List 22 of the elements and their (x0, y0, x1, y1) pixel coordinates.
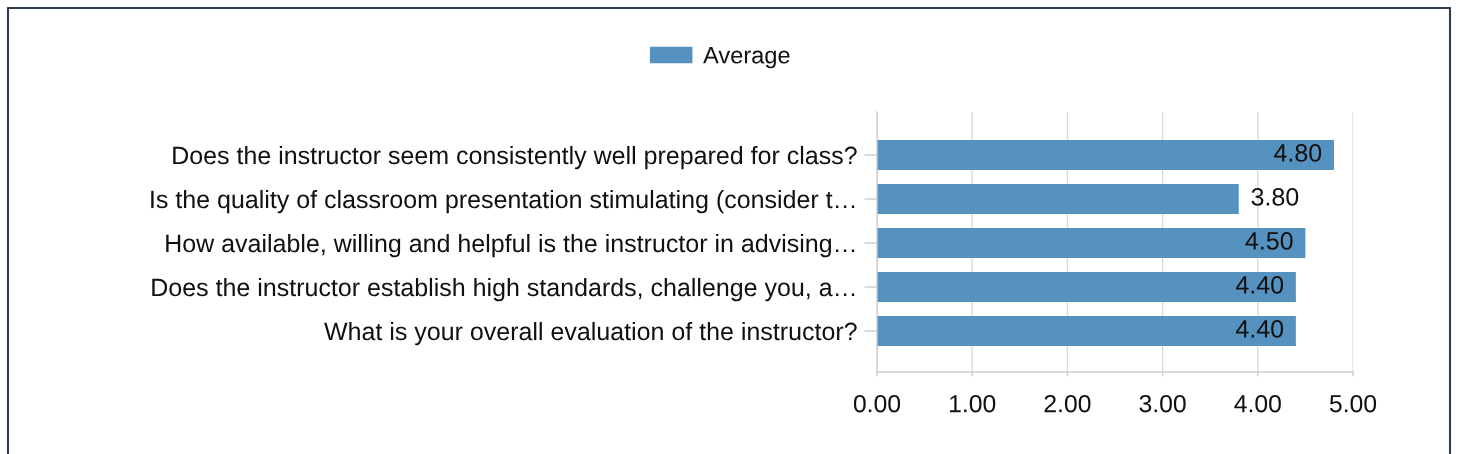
data-label: 4.40 (1236, 320, 1284, 338)
y-tick-label: What is your overall evaluation of the instructor? (324, 321, 857, 346)
data-label: 4.80 (1274, 144, 1322, 162)
legend-label: Average (703, 47, 790, 69)
y-tick-label: Is the quality of classroom presentation stimulating (consider t… (151, 189, 855, 214)
x-tick-label: 3.00 (1139, 394, 1186, 413)
x-tick-label: 1.00 (950, 394, 996, 413)
bar (877, 316, 1296, 346)
data-label: 4.50 (1245, 232, 1293, 250)
x-tick-label: 5.00 (1329, 394, 1377, 413)
y-tick-label: How available, willing and helpful is the instructor in advising… (166, 233, 855, 258)
x-tick-label: 0.00 (853, 394, 901, 413)
data-label: 3.80 (1251, 188, 1299, 206)
bar (877, 184, 1239, 214)
bar (877, 272, 1296, 302)
bar (877, 140, 1334, 170)
data-label: 4.40 (1236, 276, 1284, 294)
y-tick-label: Does the instructor seem consistently well prepared for class? (173, 145, 857, 170)
x-tick-label: 4.00 (1234, 394, 1281, 413)
bar (877, 228, 1306, 258)
y-tick-label: Does the instructor establish high standards, challenge you, a… (152, 277, 855, 302)
x-tick-label: 2.00 (1044, 394, 1091, 413)
